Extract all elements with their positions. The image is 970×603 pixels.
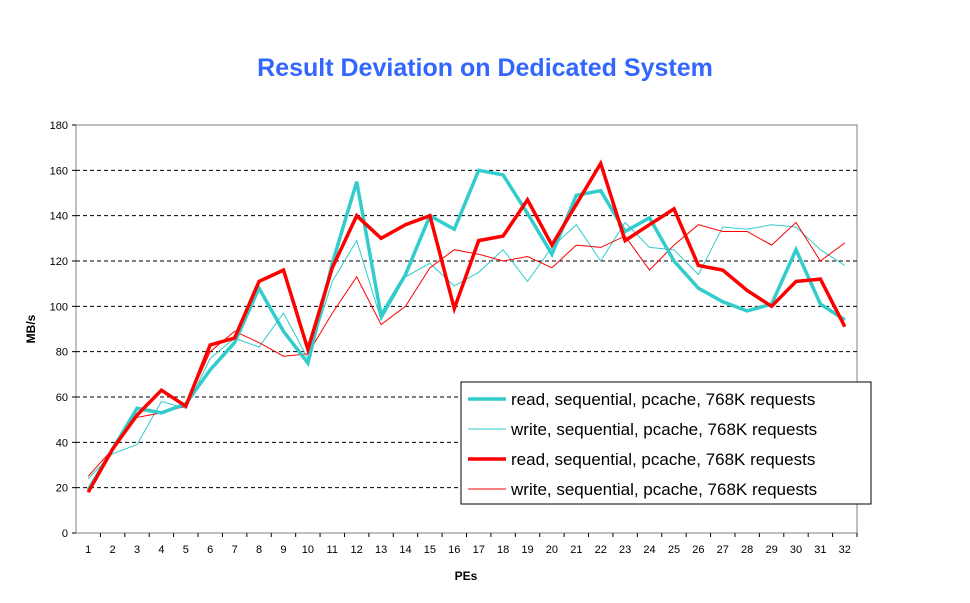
legend-entry-label: read, sequential, pcache, 768K requests [511,390,815,409]
x-tick-label: 21 [570,544,582,556]
y-tick-label: 0 [62,528,68,540]
series-line-2 [86,159,847,494]
series-line-0 [86,168,846,491]
legend-entry-label: write, sequential, pcache, 768K requests [510,480,817,499]
series-lines [86,159,847,494]
x-axis-title: PEs [455,569,478,583]
x-tick-label: 8 [256,544,262,556]
legend: read, sequential, pcache, 768K requests w… [460,381,872,505]
x-tick-label: 10 [302,544,314,556]
x-tick-label: 1 [85,544,91,556]
y-tick-label: 60 [56,392,68,404]
y-tick-label: 140 [50,211,68,223]
x-tick-label: 3 [134,544,140,556]
chart-title: Result Deviation on Dedicated System [257,54,713,82]
y-tick-label: 120 [50,256,68,268]
x-tick-label: 17 [473,544,485,556]
x-tick-label: 13 [375,544,387,556]
y-axis-title: MB/s [24,314,38,343]
x-tick-label: 25 [668,544,680,556]
x-tick-label: 4 [158,544,164,556]
x-tick-label: 24 [643,544,655,556]
legend-entry-label: read, sequential, pcache, 768K requests [511,450,815,469]
y-axis-ticks: 0 20 40 60 80 100 120 140 160 180 [50,120,76,540]
y-tick-label: 20 [56,483,68,495]
legend-box [460,381,872,505]
x-tick-label: 22 [595,544,607,556]
x-tick-label: 30 [790,544,802,556]
x-tick-label: 9 [280,544,286,556]
x-tick-label: 19 [521,544,533,556]
y-tick-label: 180 [50,120,68,132]
x-tick-label: 26 [692,544,704,556]
legend-entry-label: write, sequential, pcache, 768K requests [510,420,817,439]
y-tick-label: 160 [50,165,68,177]
x-tick-label: 18 [497,544,509,556]
x-tick-label: 11 [327,544,338,556]
x-tick-label: 20 [546,544,558,556]
x-tick-label: 6 [207,544,213,556]
x-tick-label: 32 [839,544,851,556]
x-tick-label: 2 [110,544,116,556]
x-tick-label: 14 [399,544,411,556]
x-tick-label: 29 [765,544,777,556]
x-tick-label: 28 [741,544,753,556]
y-tick-label: 100 [50,301,68,313]
x-tick-label: 5 [183,544,189,556]
x-tick-label: 7 [232,544,238,556]
x-tick-label: 23 [619,544,631,556]
x-tick-label: 16 [448,544,460,556]
y-tick-label: 40 [56,437,68,449]
x-tick-label: 12 [351,544,363,556]
y-tick-label: 80 [56,347,68,359]
x-tick-label: 15 [424,544,436,556]
x-tick-label: 27 [717,544,729,556]
x-tick-label: 31 [814,544,826,556]
x-axis-ticks: 1 2 3 4 5 6 7 8 9 10 11 12 13 14 15 16 17 18 19 20 21 22 23 24 2… [85,533,858,556]
series-line-3 [87,221,846,477]
